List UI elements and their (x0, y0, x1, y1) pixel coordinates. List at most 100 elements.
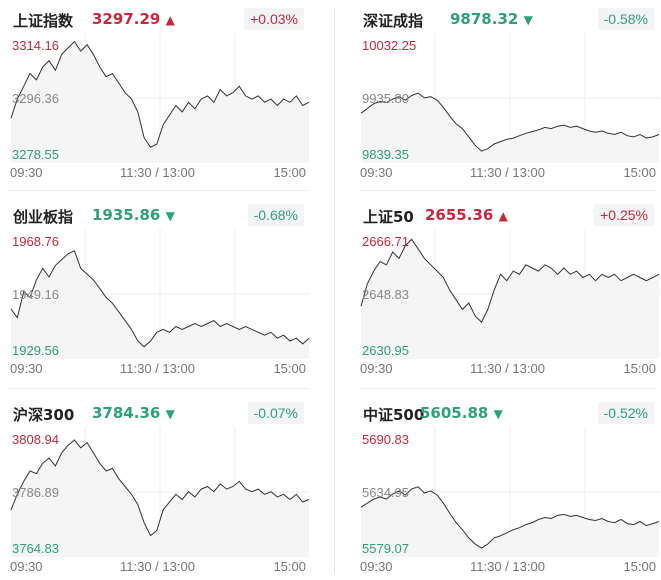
y-label-mid: 9935.80 (362, 91, 409, 106)
y-label-mid: 3786.89 (12, 485, 59, 500)
intraday-chart[interactable]: 3808.94 3786.89 3764.83 (10, 427, 310, 557)
time-label-start: 09:30 (10, 165, 43, 180)
price-line (10, 40, 310, 148)
row-divider (8, 388, 308, 389)
change-badge: -0.07% (247, 402, 304, 424)
price-line (360, 238, 660, 323)
time-label-end: 15:00 (273, 165, 306, 180)
index-price: 1935.86 ▼ (92, 206, 175, 224)
time-label-mid: 11:30 / 13:00 (120, 165, 195, 180)
time-label-start: 09:30 (10, 361, 43, 376)
card-header: 中证500 5605.88 ▼ -0.52% (360, 394, 660, 424)
price-line (10, 439, 310, 537)
card-header: 上证指数 3297.29 ▲ +0.03% (10, 0, 310, 30)
index-card-sse-composite[interactable]: 上证指数 3297.29 ▲ +0.03% 09:30 11:30 / 13:0… (10, 0, 310, 180)
time-label-mid: 11:30 / 13:00 (470, 165, 545, 180)
y-label-low: 5579.07 (362, 541, 409, 556)
row-divider (360, 388, 656, 389)
index-name: 上证50 (363, 208, 414, 226)
y-label-high: 10032.25 (362, 38, 416, 53)
y-label-low: 3278.55 (12, 147, 59, 162)
index-name: 沪深300 (13, 406, 75, 424)
price-area (11, 440, 309, 557)
y-label-low: 1929.56 (12, 343, 59, 358)
time-label-start: 09:30 (360, 361, 393, 376)
change-badge: +0.03% (244, 8, 304, 30)
y-label-high: 1968.76 (12, 234, 59, 249)
y-label-high: 2666.71 (362, 234, 409, 249)
intraday-chart[interactable]: 5690.83 5634.95 5579.07 (360, 427, 660, 557)
y-label-high: 3808.94 (12, 432, 59, 447)
y-label-high: 3314.16 (12, 38, 59, 53)
time-label-end: 15:00 (623, 165, 656, 180)
change-badge: -0.58% (597, 8, 654, 30)
intraday-chart[interactable]: 2666.71 2648.83 2630.95 (360, 229, 660, 359)
y-label-mid: 1949.16 (12, 287, 59, 302)
card-header: 深证成指 9878.32 ▼ -0.58% (360, 0, 660, 30)
price-area (361, 93, 659, 163)
triangle-up-icon: ▲ (498, 209, 508, 223)
index-card-szse-component[interactable]: 深证成指 9878.32 ▼ -0.58% 09:30 11:30 / 13:0… (360, 0, 660, 180)
price-area (361, 486, 659, 557)
price-line (360, 92, 660, 152)
y-label-mid: 2648.83 (362, 287, 409, 302)
index-name: 中证500 (363, 406, 425, 424)
time-axis: 09:30 11:30 / 13:00 15:00 (10, 165, 310, 181)
index-price: 3784.36 ▼ (92, 404, 175, 422)
row-divider (8, 190, 308, 191)
triangle-up-icon: ▲ (165, 13, 175, 27)
triangle-down-icon: ▼ (165, 209, 175, 223)
time-label-end: 15:00 (273, 361, 306, 376)
time-label-end: 15:00 (623, 361, 656, 376)
y-label-low: 2630.95 (362, 343, 409, 358)
triangle-down-icon: ▼ (165, 407, 175, 421)
index-price: 5605.88 ▼ (420, 404, 503, 422)
index-name: 上证指数 (13, 12, 74, 30)
change-badge: +0.25% (594, 204, 654, 226)
column-divider (334, 8, 335, 573)
price-area (361, 239, 659, 359)
index-card-csi-300[interactable]: 沪深300 3784.36 ▼ -0.07% 09:30 11:30 / 13:… (10, 394, 310, 574)
y-label-low: 9839.35 (362, 147, 409, 162)
index-name: 深证成指 (363, 12, 424, 30)
index-card-chinext[interactable]: 创业板指 1935.86 ▼ -0.68% 09:30 11:30 / 13:0… (10, 196, 310, 376)
card-header: 上证50 2655.36 ▲ +0.25% (360, 196, 660, 226)
time-axis: 09:30 11:30 / 13:00 15:00 (360, 361, 660, 377)
index-name: 创业板指 (13, 208, 74, 226)
card-header: 创业板指 1935.86 ▼ -0.68% (10, 196, 310, 226)
time-label-mid: 11:30 / 13:00 (470, 361, 545, 376)
price-area (11, 41, 309, 163)
time-label-mid: 11:30 / 13:00 (120, 361, 195, 376)
time-axis: 09:30 11:30 / 13:00 15:00 (360, 559, 660, 575)
price-area (11, 250, 309, 359)
change-badge: -0.68% (247, 204, 304, 226)
time-label-end: 15:00 (623, 559, 656, 574)
intraday-chart[interactable]: 1968.76 1949.16 1929.56 (10, 229, 310, 359)
y-label-mid: 3296.36 (12, 91, 59, 106)
time-label-mid: 11:30 / 13:00 (470, 559, 545, 574)
time-axis: 09:30 11:30 / 13:00 15:00 (10, 361, 310, 377)
change-badge: -0.52% (597, 402, 654, 424)
index-price: 3297.29 ▲ (92, 10, 175, 28)
time-label-start: 09:30 (10, 559, 43, 574)
intraday-chart[interactable]: 10032.25 9935.80 9839.35 (360, 33, 660, 163)
time-label-start: 09:30 (360, 559, 393, 574)
time-label-mid: 11:30 / 13:00 (120, 559, 195, 574)
row-divider (360, 190, 656, 191)
index-card-csi-500[interactable]: 中证500 5605.88 ▼ -0.52% 09:30 11:30 / 13:… (360, 394, 660, 574)
price-line (10, 250, 310, 348)
price-line (360, 486, 660, 549)
y-label-high: 5690.83 (362, 432, 409, 447)
time-axis: 09:30 11:30 / 13:00 15:00 (360, 165, 660, 181)
card-header: 沪深300 3784.36 ▼ -0.07% (10, 394, 310, 424)
y-label-low: 3764.83 (12, 541, 59, 556)
triangle-down-icon: ▼ (493, 407, 503, 421)
y-label-mid: 5634.95 (362, 485, 409, 500)
time-label-end: 15:00 (273, 559, 306, 574)
index-card-sse-50[interactable]: 上证50 2655.36 ▲ +0.25% 09:30 11:30 / 13:0… (360, 196, 660, 376)
intraday-chart[interactable]: 3314.16 3296.36 3278.55 (10, 33, 310, 163)
index-price: 2655.36 ▲ (425, 206, 508, 224)
time-label-start: 09:30 (360, 165, 393, 180)
index-price: 9878.32 ▼ (450, 10, 533, 28)
time-axis: 09:30 11:30 / 13:00 15:00 (10, 559, 310, 575)
